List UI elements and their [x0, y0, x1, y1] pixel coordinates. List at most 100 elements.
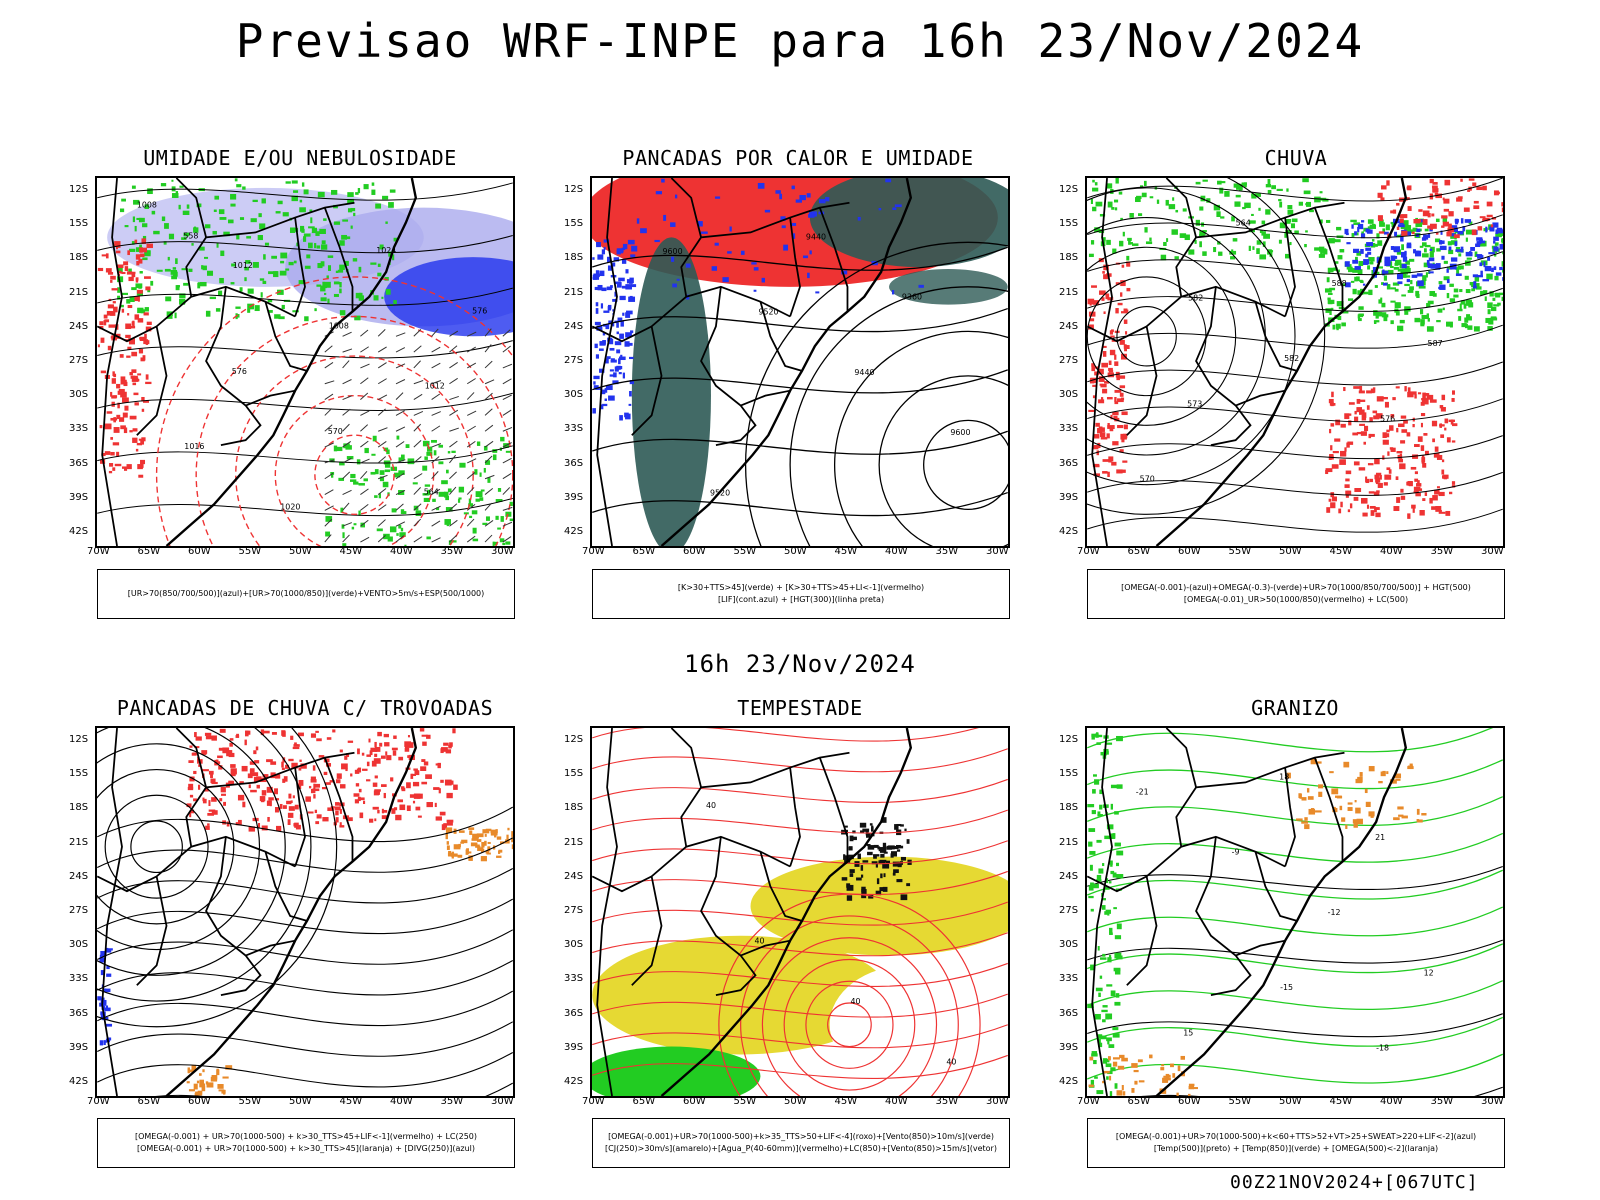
field-speckle [1482, 185, 1487, 191]
field-speckle [1287, 205, 1293, 210]
field-speckle [1357, 318, 1362, 322]
field-speckle [856, 877, 862, 881]
field-speckle [1326, 507, 1331, 513]
field-speckle [1376, 233, 1380, 239]
field-speckle [878, 849, 883, 852]
field-speckle [1363, 259, 1370, 265]
field-speckle [384, 469, 391, 473]
field-speckle [142, 223, 148, 228]
field-speckle [362, 768, 368, 771]
field-speckle [354, 769, 360, 774]
field-speckle [1477, 226, 1483, 231]
field-speckle [1344, 261, 1350, 267]
field-speckle [361, 752, 365, 756]
field-speckle [1119, 469, 1126, 473]
field-speckle [1351, 233, 1355, 237]
field-speckle [1090, 882, 1094, 887]
field-speckle [1358, 306, 1364, 310]
field-speckle [135, 448, 139, 452]
field-speckle [175, 285, 180, 291]
field-speckle [181, 268, 188, 271]
field-speckle [363, 184, 369, 190]
field-speckle [1335, 419, 1341, 426]
isoline-label: 9360 [902, 293, 922, 302]
longitude-tick-label: 60W [1178, 1096, 1201, 1107]
field-speckle [601, 287, 607, 292]
field-speckle [285, 764, 289, 769]
field-speckle [373, 295, 379, 301]
longitude-tick-label: 55W [733, 546, 757, 557]
isoline-label: 573 [1187, 400, 1202, 409]
field-speckle [315, 231, 320, 236]
field-speckle [906, 883, 911, 887]
field-speckle [1453, 288, 1459, 293]
longitude-tick-label: 60W [683, 1096, 706, 1107]
field-speckle [339, 822, 342, 827]
field-speckle [885, 860, 891, 864]
field-speckle [1106, 1037, 1112, 1042]
field-speckle [1232, 238, 1238, 242]
field-speckle [894, 204, 902, 208]
field-speckle [893, 845, 899, 850]
field-speckle [487, 846, 491, 852]
field-speckle [1320, 248, 1323, 255]
field-speckle [1420, 445, 1425, 451]
field-speckle [1377, 266, 1384, 269]
field-speckle [844, 825, 848, 828]
field-speckle [105, 950, 112, 953]
field-speckle [446, 469, 449, 474]
wind-vector [431, 393, 441, 400]
field-speckle [197, 282, 201, 289]
wind-vector [466, 503, 476, 511]
field-speckle [1423, 248, 1427, 253]
field-speckle [1106, 824, 1114, 830]
field-speckle [116, 414, 121, 420]
field-speckle [449, 742, 453, 747]
field-speckle [1115, 308, 1119, 314]
isoline-label: 9520 [710, 489, 730, 498]
field-speckle [844, 858, 847, 865]
wind-vector [395, 426, 406, 432]
country-border [1086, 285, 1286, 343]
field-speckle [335, 779, 341, 784]
field-speckle [1375, 479, 1379, 485]
field-speckle [470, 842, 478, 847]
field-speckle [1400, 488, 1404, 493]
field-speckle [1348, 266, 1353, 273]
field-speckle [1406, 481, 1413, 486]
longitude-tick-label: 45W [834, 546, 858, 557]
field-speckle [1422, 462, 1427, 468]
field-speckle [282, 731, 286, 737]
field-speckle [279, 270, 287, 276]
latitude-tick-label: 12S [564, 184, 584, 195]
field-speckle [1419, 510, 1425, 516]
field-speckle [117, 264, 124, 269]
field-speckle [625, 269, 629, 274]
field-speckle [599, 368, 605, 373]
wind-vector [395, 521, 406, 527]
field-speckle [1465, 229, 1473, 235]
field-speckle [138, 348, 144, 354]
field-speckle [1415, 250, 1420, 256]
field-speckle [1120, 292, 1123, 297]
field-speckle [1372, 266, 1377, 273]
wind-vector [466, 440, 476, 448]
field-speckle [495, 829, 498, 834]
field-speckle [415, 806, 421, 811]
field-speckle [99, 425, 103, 429]
isoline-label: 558 [183, 231, 198, 240]
latitude-tick-label: 30S [69, 389, 89, 401]
field-speckle [897, 845, 904, 849]
field-speckle [1441, 469, 1445, 475]
field-speckle [339, 288, 342, 294]
field-speckle [145, 326, 152, 332]
field-speckle [1279, 222, 1286, 229]
field-speckle [1386, 771, 1389, 775]
longitude-tick-label: 50W [289, 1096, 312, 1107]
field-speckle [132, 437, 138, 443]
field-speckle [1097, 428, 1103, 434]
field-speckle [1392, 397, 1396, 401]
field-speckle [1344, 228, 1349, 235]
field-speckle [1116, 1090, 1123, 1096]
isoline [1087, 177, 1503, 202]
